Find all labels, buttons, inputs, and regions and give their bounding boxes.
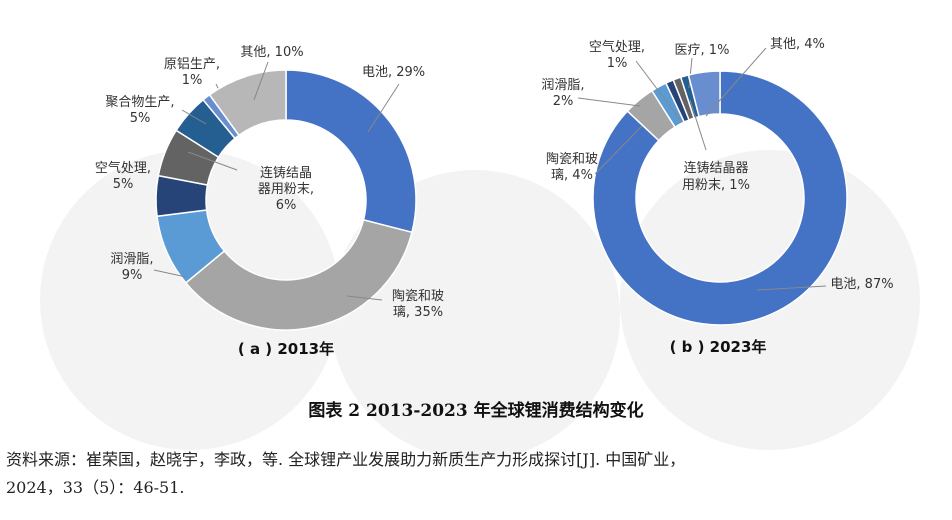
chart1-leader-line (688, 57, 693, 89)
chart1-data-label: 医疗, 1% (675, 43, 730, 58)
chart0-center-label: 6% (276, 198, 297, 213)
chart1-leader-line (577, 97, 641, 107)
chart1-data-label: 1% (607, 56, 628, 71)
chart0-data-label: 1% (182, 73, 203, 88)
chart0-leader-line (367, 83, 400, 133)
chart1-data-label: 璃, 4% (551, 168, 593, 183)
chart1-data-label: 陶瓷和玻 (546, 151, 598, 167)
chart0-data-label: 电池, 29% (362, 65, 425, 80)
chart1-slice-其他 (687, 70, 721, 118)
chart0-data-label: 其他, 10% (240, 45, 303, 60)
chart1-data-label: 润滑脂, (541, 78, 584, 93)
chart0-data-label: 5% (130, 111, 151, 126)
chart1-center-leader-line (689, 99, 707, 151)
chart1-title: ( b ) 2023年 (670, 338, 767, 356)
chart0-data-label: 5% (113, 177, 134, 192)
chart0-leader-line (253, 61, 269, 101)
chart0-center-leader-line (187, 151, 238, 171)
chart1-slice-电池 (592, 70, 848, 326)
chart0-data-label: 聚合物生产, (105, 95, 174, 110)
chart0-data-label: 原铝生产, (164, 57, 220, 72)
source-note: 资料来源：崔荣国，赵晓宇，李政，等. 全球锂产业发展助力新质生产力形成探讨[J]… (6, 446, 946, 502)
chart0-data-label: 润滑脂, (110, 252, 153, 267)
chart1-data-label: 2% (553, 94, 574, 109)
chart0-data-label: 陶瓷和玻 (392, 288, 444, 304)
source-line-2: 2024，33（5）：46-51. (6, 478, 185, 497)
chart1-leader-line (635, 60, 683, 123)
chart1-data-label: 电池, 87% (830, 277, 893, 292)
chart1-center-label: 连铸结晶器 (683, 160, 748, 176)
chart0-slice-电池 (285, 69, 417, 234)
chart0-leader-line (153, 269, 187, 278)
chart1-leader-line (756, 285, 827, 291)
chart1-data-label: 其他, 4% (770, 37, 825, 52)
chart0-leader-line (346, 295, 383, 301)
figure-caption: 图表 2 2013-2023 年全球锂消费结构变化 (308, 401, 644, 421)
chart0-leader-line (181, 109, 207, 125)
chart1-data-label: 空气处理, (589, 39, 645, 55)
chart0-center-label: 连铸结晶 (260, 165, 312, 181)
chart1-leader-line (594, 125, 643, 175)
source-line-1: 资料来源：崔荣国，赵晓宇，李政，等. 全球锂产业发展助力新质生产力形成探讨[J]… (6, 450, 686, 469)
chart0-data-label: 空气处理, (95, 160, 151, 176)
chart0-title: ( a ) 2013年 (238, 340, 334, 358)
chart0-slice-陶瓷和玻璃 (184, 218, 413, 331)
chart1-leader-line (705, 47, 767, 117)
chart0-data-label: 璃, 35% (393, 305, 443, 320)
chart0-slice-其他 (208, 69, 287, 137)
chart0-data-label: 9% (122, 268, 143, 283)
chart1-center-label: 用粉末, 1% (682, 178, 750, 193)
chart0-center-label: 器用粉末, (258, 182, 314, 197)
